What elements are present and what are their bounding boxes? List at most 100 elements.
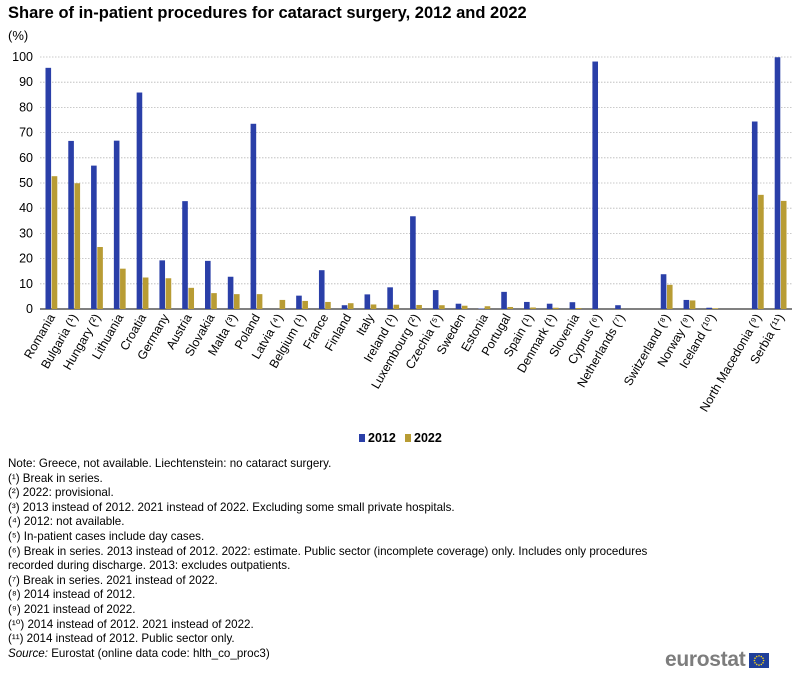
- bar-2022: [416, 304, 422, 309]
- legend-swatch: [405, 434, 411, 442]
- bar-2012: [432, 290, 439, 309]
- bar-2022: [211, 293, 217, 309]
- bar-2012: [455, 303, 462, 309]
- bar-2022: [302, 300, 308, 309]
- y-tick-label: 30: [19, 226, 33, 240]
- bar-2012: [774, 57, 781, 309]
- bar-2022: [279, 299, 286, 309]
- bar-2022: [142, 277, 149, 309]
- y-tick-label: 40: [19, 201, 33, 215]
- bar-2012: [296, 295, 302, 309]
- bar-2022: [666, 284, 673, 309]
- bar-2012: [569, 302, 576, 309]
- bar-2022: [553, 307, 559, 309]
- y-tick-label: 20: [19, 252, 33, 266]
- bar-2022: [530, 307, 536, 309]
- bar-2022: [120, 268, 126, 309]
- footnote: (⁴) 2012: not available.: [8, 515, 125, 529]
- bar-2012: [501, 291, 507, 309]
- footnote: (¹¹) 2014 instead of 2012. Public sector…: [8, 632, 235, 646]
- y-axis-unit: (%): [8, 28, 29, 43]
- bar-2022: [97, 247, 103, 309]
- bar-2012: [136, 92, 143, 309]
- bar-2012: [227, 276, 234, 309]
- bar-2022: [74, 183, 81, 309]
- legend-label: 2012: [368, 431, 396, 445]
- legend-swatch: [359, 434, 365, 442]
- bar-2012: [387, 287, 393, 309]
- bar-2012: [410, 216, 416, 309]
- bar-2012: [660, 274, 667, 309]
- bar-2012: [91, 165, 97, 309]
- bar-2012: [113, 140, 120, 309]
- source-line: Source: Eurostat (online data code: hlth…: [8, 647, 688, 662]
- y-tick-label: 100: [12, 50, 33, 64]
- bar-2022: [689, 300, 696, 309]
- y-tick-label: 70: [19, 126, 33, 140]
- bar-2012: [341, 305, 348, 309]
- bar-2022: [484, 306, 491, 309]
- bar-2012: [706, 307, 712, 309]
- source-label: Source:: [8, 646, 48, 660]
- bar-2022: [325, 301, 331, 309]
- bar-2012: [546, 303, 553, 309]
- bar-2022: [439, 305, 445, 309]
- bar-2012: [524, 301, 530, 309]
- bar-2022: [370, 304, 377, 309]
- y-axis-ticks: 0 10 20 30 40 50 60 70 80 90 100: [12, 50, 33, 316]
- legend: 2012 2022: [359, 431, 442, 445]
- bar-2012: [478, 308, 485, 309]
- bar-2012: [318, 270, 325, 309]
- y-tick-label: 10: [19, 277, 33, 291]
- bar-2012: [159, 260, 166, 309]
- chart-title: Share of in-patient procedures for catar…: [8, 4, 527, 22]
- bar-2022: [188, 287, 195, 309]
- bar-2012: [592, 61, 599, 310]
- source-text: Eurostat (online data code: hlth_co_proc…: [47, 646, 270, 660]
- footnote: (¹) Break in series.: [8, 471, 103, 485]
- eurostat-logo: eurostat: [665, 648, 770, 672]
- gridlines: [40, 56, 792, 310]
- bar-2012: [182, 201, 188, 309]
- bar-2022: [575, 307, 582, 309]
- y-tick-label: 80: [19, 100, 33, 114]
- bars: [45, 57, 787, 310]
- footnote: (⁵) In-patient cases include day cases.: [8, 529, 205, 543]
- footnote: Note: Greece, not available. Liechtenste…: [8, 457, 332, 470]
- bar-2022: [780, 200, 787, 309]
- eu-flag-icon: [749, 652, 770, 668]
- footnote: (⁸) 2014 instead of 2012.: [8, 588, 136, 602]
- y-tick-label: 50: [19, 176, 33, 190]
- y-tick-label: 60: [19, 151, 33, 165]
- bar-2012: [250, 123, 257, 309]
- footnote: (³) 2013 instead of 2012. 2021 instead o…: [8, 500, 455, 514]
- bar-2012: [751, 121, 758, 310]
- bar-2012: [683, 299, 690, 309]
- bar-2022: [256, 294, 263, 309]
- footnote: (⁷) Break in series. 2021 instead of 202…: [8, 573, 218, 587]
- bar-2022: [347, 303, 354, 309]
- bar-2022: [165, 278, 172, 309]
- bar-2012: [68, 140, 74, 309]
- bar-2012: [205, 260, 211, 309]
- bar-2022: [507, 306, 514, 309]
- footnote: (¹⁰) 2014 instead of 2012. 2021 instead …: [8, 617, 254, 631]
- bar-2022: [461, 305, 468, 309]
- footnotes: Note: Greece, not available. Liechtenste…: [8, 457, 688, 661]
- bar-2022: [51, 176, 58, 309]
- footnote: (⁹) 2021 instead of 2022.: [8, 602, 136, 616]
- footnote: (²) 2022: provisional.: [8, 486, 114, 500]
- bar-2012: [615, 305, 621, 309]
- bar-2022: [393, 304, 400, 309]
- bar-2022: [758, 194, 764, 309]
- bar-2022: [712, 308, 719, 309]
- footnote: (⁶) Break in series. 2013 instead of 201…: [8, 544, 648, 573]
- bar-2022: [233, 294, 240, 309]
- y-tick-label: 90: [19, 75, 33, 89]
- bar-2012: [364, 294, 371, 309]
- eurostat-wordmark: eurostat: [665, 648, 746, 671]
- bar-2012: [45, 67, 52, 309]
- legend-label: 2022: [414, 431, 442, 445]
